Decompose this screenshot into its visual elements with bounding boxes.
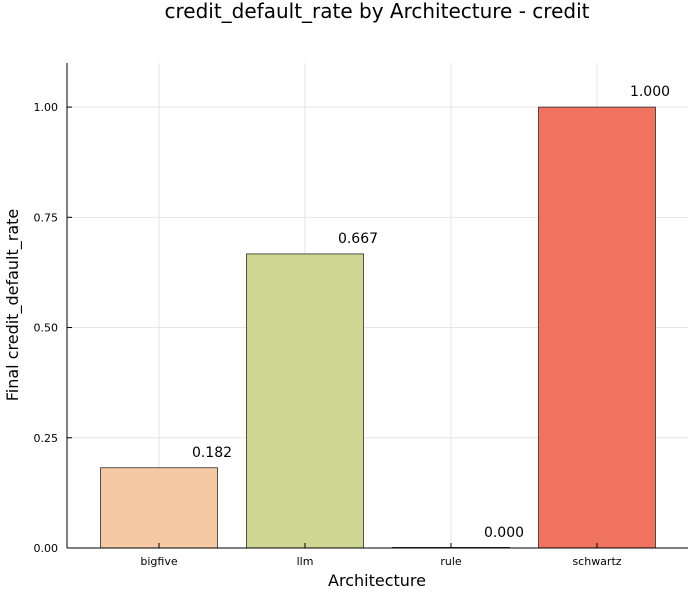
y-tick-label: 0.75 (34, 211, 59, 224)
y-tick-label: 0.25 (34, 432, 59, 445)
bars (100, 106, 656, 549)
bar-schwartz (538, 106, 656, 549)
data-label-llm: 0.667 (338, 231, 378, 247)
data-labels: 0.182 0.667 0.000 1.000 (192, 84, 670, 541)
y-tick-label: 0.00 (34, 542, 59, 555)
x-tick-label: schwartz (572, 555, 621, 568)
data-label-rule: 0.000 (484, 525, 524, 541)
x-axis-label: Architecture (328, 571, 426, 590)
y-tick-label: 1.00 (34, 101, 59, 114)
x-tick-label: llm (297, 555, 314, 568)
bar-llm (246, 253, 364, 549)
x-tick-label: bigfive (140, 555, 177, 568)
y-tick-label: 0.50 (34, 322, 59, 335)
y-axis-label: Final credit_default_rate (3, 209, 23, 402)
bar-bigfive (100, 467, 218, 549)
chart-title: credit_default_rate by Architecture - cr… (165, 0, 590, 23)
data-label-bigfive: 0.182 (192, 445, 232, 461)
x-tick-label: rule (440, 555, 462, 568)
axes: 0.00 0.25 0.50 0.75 1.00 bigfive llm rule schwar… (34, 63, 688, 568)
data-label-schwartz: 1.000 (630, 84, 670, 100)
